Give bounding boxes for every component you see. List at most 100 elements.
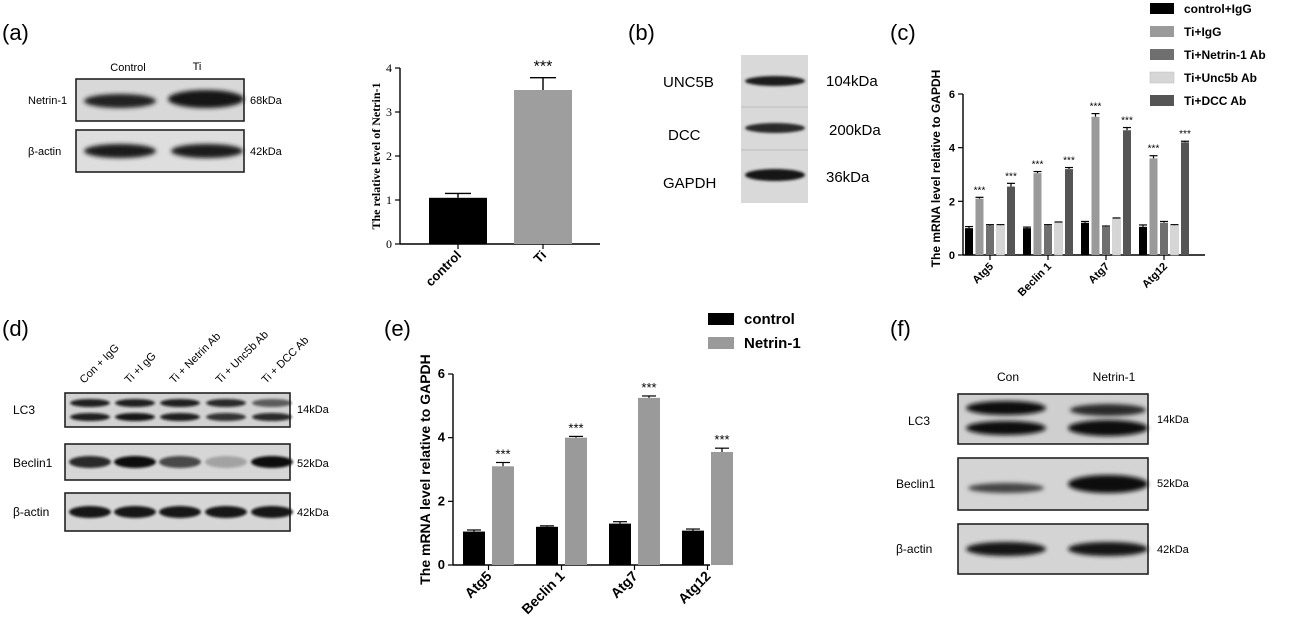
blot-a-lane-label: Control: [110, 62, 145, 74]
blot-band: [745, 169, 805, 181]
x-tick-label: Atg7: [1086, 261, 1112, 287]
blot-a: Control Ti Netrin-1 68kDa β-actin 42kDa: [28, 61, 283, 173]
legend-swatch: [708, 337, 734, 349]
significance-label: ***: [495, 446, 510, 461]
x-tick-label: Atg5: [970, 261, 996, 287]
y-tick-label: 6: [949, 89, 955, 101]
bar: [1149, 158, 1158, 255]
y-tick-label: 4: [949, 143, 956, 155]
significance-label: ***: [1121, 116, 1133, 127]
x-tick-label: Atg12: [675, 568, 714, 607]
blot-band: [205, 506, 247, 518]
bar: [1054, 222, 1063, 256]
blot-band: [966, 542, 1046, 556]
blot-band: [69, 506, 111, 518]
blot-band: [1068, 542, 1148, 556]
blot-band: [251, 506, 293, 518]
blot-band: [159, 456, 201, 468]
blot-a-size-label: 42kDa: [250, 146, 283, 158]
x-tick-label: Ti: [531, 248, 550, 267]
bar: [1160, 222, 1168, 255]
x-tick-label: Atg5: [461, 568, 494, 601]
blot-band: [745, 123, 805, 133]
panel-label-d: (d): [2, 316, 29, 341]
blot-band: [1068, 420, 1148, 436]
blot-f-row-label: LC3: [908, 414, 930, 428]
blot-band: [206, 413, 246, 421]
x-tick-label: Atg7: [607, 568, 640, 601]
bar: [965, 228, 973, 255]
y-axis-title: The relative level of Netrin-1: [369, 82, 383, 229]
blot-band: [252, 413, 292, 421]
blot-band: [84, 94, 156, 108]
blot-band: [205, 456, 247, 468]
bar: [996, 225, 1005, 256]
legend-swatch: [1150, 49, 1174, 60]
significance-label: ***: [568, 420, 583, 435]
blot-d-size-label: 52kDa: [297, 458, 330, 470]
blot-band: [69, 456, 111, 468]
bar: [711, 451, 733, 565]
blot-d-lane-label: Con + IgG: [78, 342, 122, 386]
significance-label: ***: [1179, 129, 1191, 140]
y-tick-label: 4: [438, 430, 446, 445]
y-tick-label: 0: [438, 557, 445, 572]
x-tick-label: control: [422, 248, 464, 290]
significance-label: ***: [1063, 156, 1075, 167]
chart-e-mrna-netrin: 0 2 4 6 Atg5 Beclin 1 Atg7 Atg12 *** *** *** *** The…: [417, 311, 801, 617]
bar: [1139, 226, 1147, 255]
blot-a-row-label: β-actin: [28, 146, 61, 158]
blot-band: [160, 399, 200, 407]
bar: [1023, 228, 1031, 255]
bar: [536, 526, 558, 565]
blot-band: [252, 399, 292, 407]
blot-f-lane-label: Con: [997, 370, 1019, 384]
blot-f-size-label: 42kDa: [1157, 544, 1190, 556]
bar: [1033, 173, 1042, 255]
blot-band: [159, 506, 201, 518]
legend-swatch: [708, 313, 734, 325]
bar: [565, 437, 587, 565]
blot-band: [1070, 404, 1146, 416]
blot-f-size-label: 52kDa: [1157, 478, 1190, 490]
panel-label-c: (c): [890, 20, 916, 45]
significance-label: ***: [1032, 160, 1044, 171]
legend-swatch: [1150, 95, 1174, 106]
panel-label-a: (a): [2, 20, 29, 45]
y-tick-label: 2: [949, 196, 955, 208]
blot-band: [115, 399, 155, 407]
significance-label: ***: [641, 380, 656, 395]
blot-band: [160, 413, 200, 421]
bar: [638, 397, 660, 565]
blot-d-membrane-lc3: [64, 392, 291, 428]
bar: [1007, 186, 1015, 255]
bar: [1112, 218, 1121, 256]
significance-label: ***: [974, 185, 986, 196]
blot-f-size-label: 14kDa: [1157, 414, 1190, 426]
blot-a-row-label: Netrin-1: [28, 95, 67, 107]
significance-label: ***: [1005, 171, 1017, 182]
bar: [1170, 225, 1179, 256]
blot-f-lane-label: Netrin-1: [1093, 370, 1136, 384]
bar: [1044, 225, 1052, 255]
legend-swatch: [1149, 71, 1175, 84]
y-tick-label: 3: [386, 105, 392, 119]
blot-band: [966, 401, 1046, 415]
bar: [1181, 142, 1189, 255]
y-tick-label: 1: [386, 193, 392, 207]
blot-a-size-label: 68kDa: [250, 95, 283, 107]
significance-label: ***: [1090, 102, 1102, 113]
legend-swatch: [1150, 26, 1174, 37]
legend-label: Ti+Netrin-1 Ab: [1184, 48, 1266, 62]
y-tick-label: 0: [386, 237, 392, 251]
blot-band: [115, 413, 155, 421]
bar: [463, 531, 485, 565]
legend-swatch: [1150, 3, 1174, 14]
significance-label: ***: [534, 59, 553, 76]
blot-band: [114, 506, 156, 518]
panel-label-e: (e): [384, 316, 411, 341]
blot-d-size-label: 14kDa: [297, 404, 330, 416]
blot-d-row-label: β-actin: [13, 505, 49, 519]
